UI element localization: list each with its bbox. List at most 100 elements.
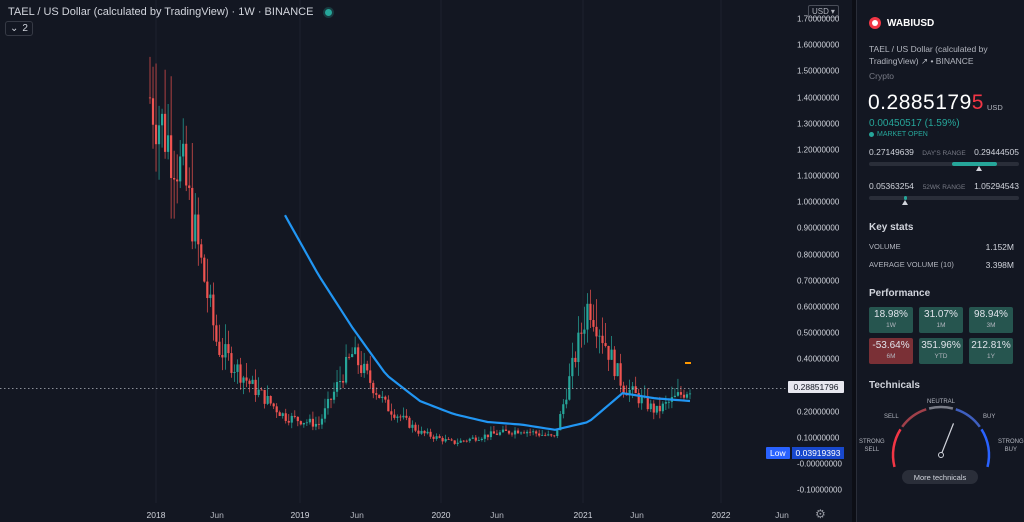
candle-body bbox=[278, 412, 281, 416]
technicals-title[interactable]: Technicals bbox=[869, 380, 920, 391]
panel-divider[interactable] bbox=[852, 0, 856, 522]
chevron-down-icon: ▾ bbox=[830, 7, 835, 16]
candle-body bbox=[360, 365, 363, 374]
candle-body bbox=[227, 344, 230, 354]
candle-body bbox=[568, 376, 571, 400]
price-axis-label: -0.10000000 bbox=[797, 485, 842, 495]
candle-body bbox=[507, 430, 511, 434]
candle-body bbox=[206, 281, 209, 299]
candle-body bbox=[667, 401, 670, 403]
candle-body bbox=[290, 415, 293, 423]
candle-body bbox=[513, 430, 517, 435]
candle-body bbox=[251, 379, 254, 384]
price-axis-label: 0.60000000 bbox=[797, 302, 840, 312]
gauge-strong-sell-line2: SELL bbox=[864, 447, 880, 453]
candle-body bbox=[378, 394, 381, 398]
performance-cell[interactable]: 212.81% 1Y bbox=[969, 338, 1013, 364]
candle-body bbox=[571, 357, 574, 377]
symbol-description[interactable]: TAEL / US Dollar (calculated by TradingV… bbox=[869, 44, 988, 66]
performance-title: Performance bbox=[869, 288, 931, 299]
current-price-tag: 0.28851796 bbox=[788, 381, 844, 393]
candle-body bbox=[405, 415, 408, 418]
candle-body bbox=[592, 320, 595, 327]
candle-body bbox=[194, 214, 197, 242]
candle-body bbox=[652, 403, 655, 413]
candle-body bbox=[281, 413, 284, 416]
candle-body bbox=[580, 332, 583, 334]
candle-body bbox=[414, 424, 417, 431]
candle-body bbox=[408, 417, 411, 428]
performance-cell[interactable]: 31.07% 1M bbox=[919, 307, 963, 333]
candle-body bbox=[492, 431, 496, 434]
currency-selector[interactable]: USD ▾ bbox=[808, 5, 839, 18]
price-chart[interactable] bbox=[0, 0, 852, 522]
time-axis-label: 2021 bbox=[573, 510, 593, 520]
candle-body bbox=[151, 98, 155, 125]
performance-cell[interactable]: 18.98% 1W bbox=[869, 307, 913, 333]
time-axis-label: 2020 bbox=[431, 510, 451, 520]
price-axis-label: 0.90000000 bbox=[797, 223, 840, 233]
candle-body bbox=[547, 434, 550, 436]
candle-body bbox=[200, 244, 203, 258]
candle-body bbox=[185, 143, 188, 186]
candle-body bbox=[453, 440, 456, 444]
candle-body bbox=[402, 415, 405, 418]
performance-period: 1Y bbox=[987, 353, 995, 360]
candle-body bbox=[489, 431, 492, 438]
candle-body bbox=[562, 404, 565, 415]
chart-legend: TAEL / US Dollar (calculated by TradingV… bbox=[8, 6, 333, 18]
candle-body bbox=[516, 430, 520, 434]
moving-average-line bbox=[284, 214, 691, 431]
candle-body bbox=[544, 434, 547, 436]
last-price: 0.28851795 bbox=[868, 91, 984, 115]
candle-body bbox=[541, 434, 544, 436]
candle-body bbox=[263, 389, 266, 404]
candle-body bbox=[616, 363, 619, 377]
price-axis-label: 1.10000000 bbox=[797, 171, 840, 181]
more-technicals-button[interactable]: More technicals bbox=[902, 470, 978, 484]
candle-body bbox=[384, 396, 387, 400]
candle-body bbox=[658, 405, 661, 412]
candle-body bbox=[432, 436, 435, 439]
candle-body bbox=[254, 379, 257, 396]
candle-body bbox=[203, 257, 206, 282]
candle-body bbox=[664, 402, 667, 404]
candle-body bbox=[565, 399, 568, 405]
symbol-header[interactable]: WABIUSD bbox=[869, 17, 934, 29]
candle-body bbox=[179, 156, 182, 182]
time-axis-label: 2019 bbox=[290, 510, 310, 520]
gauge-strong-buy-line2: BUY bbox=[1004, 447, 1017, 453]
performance-grid: 18.98% 1W 31.07% 1M 98.94% 3M -53.64% 6M 351.96%… bbox=[869, 307, 1013, 364]
candle-body bbox=[553, 435, 556, 437]
indicators-toggle-button[interactable]: ⌄ 2 bbox=[5, 21, 33, 36]
candle-body bbox=[595, 326, 598, 337]
candle-body bbox=[483, 434, 486, 439]
candle-body bbox=[637, 393, 640, 404]
days-range-row: 0.27149639 DAY'S RANGE 0.29444505 bbox=[869, 147, 1019, 157]
candle-body bbox=[296, 416, 299, 422]
stat-average-volume: AVERAGE VOLUME (10) 3.398M bbox=[869, 260, 1014, 270]
candle-body bbox=[450, 439, 453, 441]
performance-value: 18.98% bbox=[874, 309, 908, 320]
candle-body bbox=[682, 394, 686, 398]
candle-body bbox=[525, 431, 529, 434]
performance-value: 351.96% bbox=[921, 340, 961, 351]
performance-cell[interactable]: 98.94% 3M bbox=[969, 307, 1013, 333]
performance-cell[interactable]: -53.64% 6M bbox=[869, 338, 913, 364]
candle-body bbox=[154, 124, 158, 145]
candle-body bbox=[182, 143, 185, 157]
candle-body bbox=[498, 432, 502, 435]
candle-body bbox=[495, 433, 499, 435]
gear-icon[interactable]: ⚙ bbox=[815, 507, 826, 521]
candle-body bbox=[326, 398, 330, 409]
candle-body bbox=[535, 431, 538, 434]
performance-cell[interactable]: 351.96% YTD bbox=[919, 338, 963, 364]
chevron-down-icon: ⌄ bbox=[10, 23, 19, 34]
candle-body bbox=[269, 395, 272, 404]
chart-area[interactable]: TAEL / US Dollar (calculated by TradingV… bbox=[0, 0, 852, 522]
time-axis-label: Jun bbox=[350, 510, 364, 520]
candle-body bbox=[423, 430, 426, 434]
candle-body bbox=[438, 436, 441, 438]
time-axis-label: Jun bbox=[210, 510, 224, 520]
candle-body bbox=[363, 363, 366, 374]
